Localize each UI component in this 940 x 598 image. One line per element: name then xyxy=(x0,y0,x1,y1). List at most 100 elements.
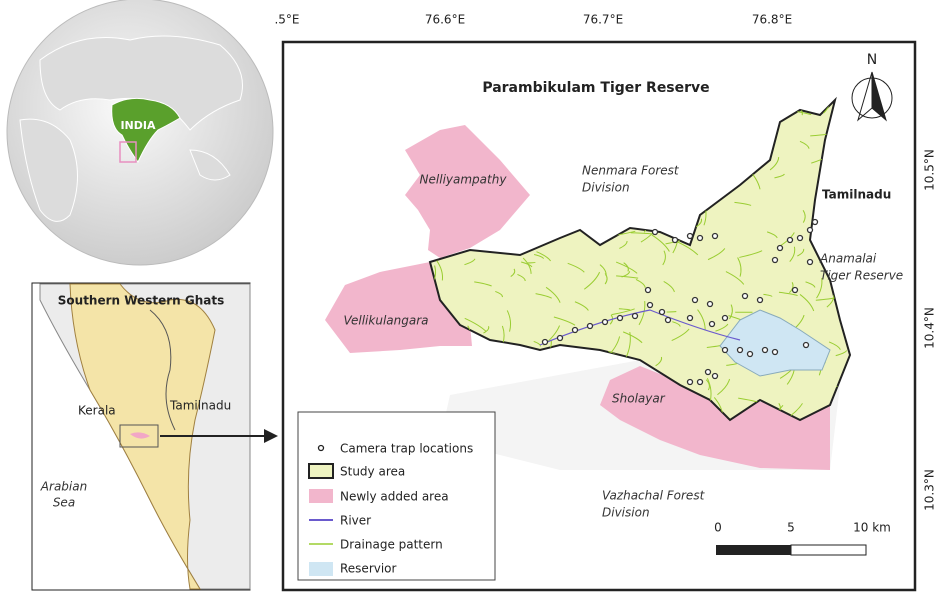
camera-trap xyxy=(686,314,694,322)
legend-label: Camera trap locations xyxy=(340,442,473,456)
drainage-line xyxy=(662,250,666,266)
drainage-line xyxy=(522,257,532,274)
drainage-line xyxy=(618,308,631,311)
drainage-line xyxy=(663,281,675,293)
drainage-line xyxy=(545,286,561,303)
globe-land xyxy=(19,118,78,222)
camera-trap xyxy=(746,350,754,358)
drainage-line xyxy=(706,378,712,402)
drainage-line xyxy=(695,218,703,228)
map-title: Parambikulam Tiger Reserve xyxy=(482,80,709,96)
camera-trap xyxy=(741,292,749,300)
longitude-label: .5°E xyxy=(274,13,299,27)
latitude-label: 10.5°N xyxy=(923,149,937,191)
drainage-line xyxy=(671,328,690,342)
drainage-line xyxy=(734,201,752,206)
drainage-line xyxy=(553,316,576,326)
drainage-line xyxy=(763,293,773,297)
drainage-line xyxy=(666,311,677,313)
north-circle xyxy=(851,77,893,119)
drainage-line xyxy=(828,341,841,350)
legend-label: Study area xyxy=(340,465,405,479)
drainage-line xyxy=(651,234,670,252)
camera-trap xyxy=(671,236,679,244)
newly-added-area xyxy=(600,366,830,470)
camera-trap xyxy=(776,244,784,252)
camera-trap xyxy=(711,232,719,240)
drainage-line xyxy=(805,281,816,288)
drainage-line xyxy=(799,140,810,149)
camera-trap xyxy=(586,322,594,330)
drainage-line xyxy=(729,304,733,320)
drainage-line xyxy=(739,250,763,258)
drainage-line xyxy=(574,301,589,311)
legend-label: Drainage pattern xyxy=(340,538,443,552)
drainage-line xyxy=(789,246,796,262)
legend-symbol xyxy=(317,444,325,452)
newly-added-area xyxy=(405,125,530,258)
camera-trap xyxy=(771,348,779,356)
camera-trap xyxy=(796,234,804,242)
globe-label: INDIA xyxy=(120,119,156,132)
camera-trap xyxy=(802,341,810,349)
legend-label: River xyxy=(340,514,371,528)
camera-trap xyxy=(691,296,699,304)
legend: Camera trap locations Study area Newly a… xyxy=(297,411,496,581)
camera-trap xyxy=(686,232,694,240)
drainage-line xyxy=(474,281,492,287)
camera-trap xyxy=(696,378,704,386)
drainage-line xyxy=(436,260,444,281)
scale-segment xyxy=(790,544,867,556)
drainage-line xyxy=(534,254,544,259)
study-region-marker xyxy=(119,141,137,163)
drainage-line xyxy=(535,293,552,299)
legend-symbol xyxy=(309,562,333,576)
place-label: Division xyxy=(582,181,630,195)
camera-traps xyxy=(541,218,819,386)
drainage-line xyxy=(483,326,490,334)
camera-trap xyxy=(541,338,549,346)
drainage-line xyxy=(583,271,601,290)
place-label: Vazhachal Forest xyxy=(602,489,706,503)
drainage-line xyxy=(717,378,731,396)
camera-trap xyxy=(708,320,716,328)
drainage-line xyxy=(778,291,798,297)
inset-label: Kerala xyxy=(78,404,116,418)
drainage-line xyxy=(638,301,646,326)
drainage-line xyxy=(789,282,794,294)
camera-trap xyxy=(756,296,764,304)
drainage-line xyxy=(835,350,848,357)
drainage-line xyxy=(766,231,778,239)
globe-land xyxy=(189,149,231,181)
north-arrow-right xyxy=(871,71,887,122)
latitude-label: 10.4°N xyxy=(923,307,937,349)
camera-trap xyxy=(711,372,719,380)
longitude-label: 76.7°E xyxy=(583,13,623,27)
reservoir xyxy=(719,309,831,377)
inset-title: Southern Western Ghats xyxy=(58,294,224,308)
north-arrow: N xyxy=(851,52,893,122)
camera-trap xyxy=(646,301,654,309)
pointer-arrowhead xyxy=(264,429,278,443)
place-label: Division xyxy=(602,506,650,520)
drainage-line xyxy=(697,309,706,331)
camera-trap xyxy=(696,234,704,242)
legend-label: Reservior xyxy=(340,562,397,576)
drainage-line xyxy=(527,261,536,264)
drainage-line xyxy=(622,331,643,344)
place-label: Tiger Reserve xyxy=(820,269,903,283)
place-label: Nelliyampathy xyxy=(420,173,508,187)
drainage-line xyxy=(495,290,503,298)
drainage-line xyxy=(675,240,699,256)
drainage-line xyxy=(517,274,526,282)
globe: INDIA xyxy=(6,0,274,266)
place-label: Tamilnadu xyxy=(822,188,891,202)
drainage-line xyxy=(611,308,635,316)
camera-trap xyxy=(811,218,819,226)
camera-trap xyxy=(571,326,579,334)
north-label: N xyxy=(867,52,877,68)
camera-trap xyxy=(761,346,769,354)
globe-land xyxy=(39,35,243,131)
drainage-line xyxy=(464,317,487,333)
